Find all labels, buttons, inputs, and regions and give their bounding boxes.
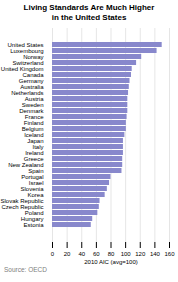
svg-text:France: France (24, 114, 44, 121)
svg-text:80: 80 (108, 251, 115, 257)
svg-text:Denmark: Denmark (19, 108, 44, 115)
svg-text:120: 120 (135, 251, 146, 257)
svg-text:60: 60 (93, 251, 100, 257)
svg-text:Hungary: Hungary (20, 216, 44, 223)
svg-text:Finland: Finland (23, 120, 44, 127)
svg-text:United Kingdom: United Kingdom (0, 66, 44, 73)
svg-text:Greece: Greece (23, 156, 44, 163)
svg-text:Israel: Israel (28, 180, 44, 187)
svg-text:Slovenia: Slovenia (20, 186, 44, 193)
svg-text:Iceland: Iceland (24, 132, 44, 139)
svg-text:Belgium: Belgium (21, 126, 44, 133)
svg-text:Australia: Australia (20, 84, 44, 91)
svg-text:Japan: Japan (27, 138, 44, 145)
svg-text:Korea: Korea (27, 192, 44, 199)
svg-text:20: 20 (64, 251, 71, 257)
svg-text:0: 0 (51, 251, 55, 257)
svg-text:Sweden: Sweden (21, 102, 44, 109)
svg-text:New Zealand: New Zealand (8, 162, 44, 169)
svg-text:100: 100 (121, 251, 132, 257)
svg-text:Canada: Canada (22, 72, 44, 79)
svg-text:Italy: Italy (32, 144, 44, 151)
svg-text:Switzerland: Switzerland (12, 60, 44, 67)
svg-text:160: 160 (164, 251, 175, 257)
html-text:Source: OECD: Source: OECD (4, 266, 47, 274)
svg-text:Czech Republic: Czech Republic (1, 204, 44, 211)
svg-text:Estonia: Estonia (23, 222, 44, 228)
svg-text:Austria: Austria (24, 96, 44, 103)
svg-text:Germany: Germany (18, 78, 44, 85)
svg-text:Luxembourg: Luxembourg (10, 48, 44, 55)
svg-text:Netherlands: Netherlands (11, 90, 44, 97)
svg-text:Ireland: Ireland (25, 150, 44, 157)
svg-text:140: 140 (150, 251, 161, 257)
svg-text:Spain: Spain (28, 168, 44, 175)
svg-text:Norway: Norway (23, 54, 44, 61)
svg-text:2010 AIC (avg=100): 2010 AIC (avg=100) (84, 259, 138, 265)
html-text:Living Standards Are Much High: Living Standards Are Much Higher in the … (23, 3, 155, 22)
svg-text:Portugal: Portugal (21, 174, 44, 181)
svg-text:United States: United States (7, 42, 44, 49)
svg-text:40: 40 (78, 251, 85, 257)
svg-text:Poland: Poland (24, 210, 44, 217)
svg-text:Slovak Republic: Slovak Republic (0, 198, 44, 205)
